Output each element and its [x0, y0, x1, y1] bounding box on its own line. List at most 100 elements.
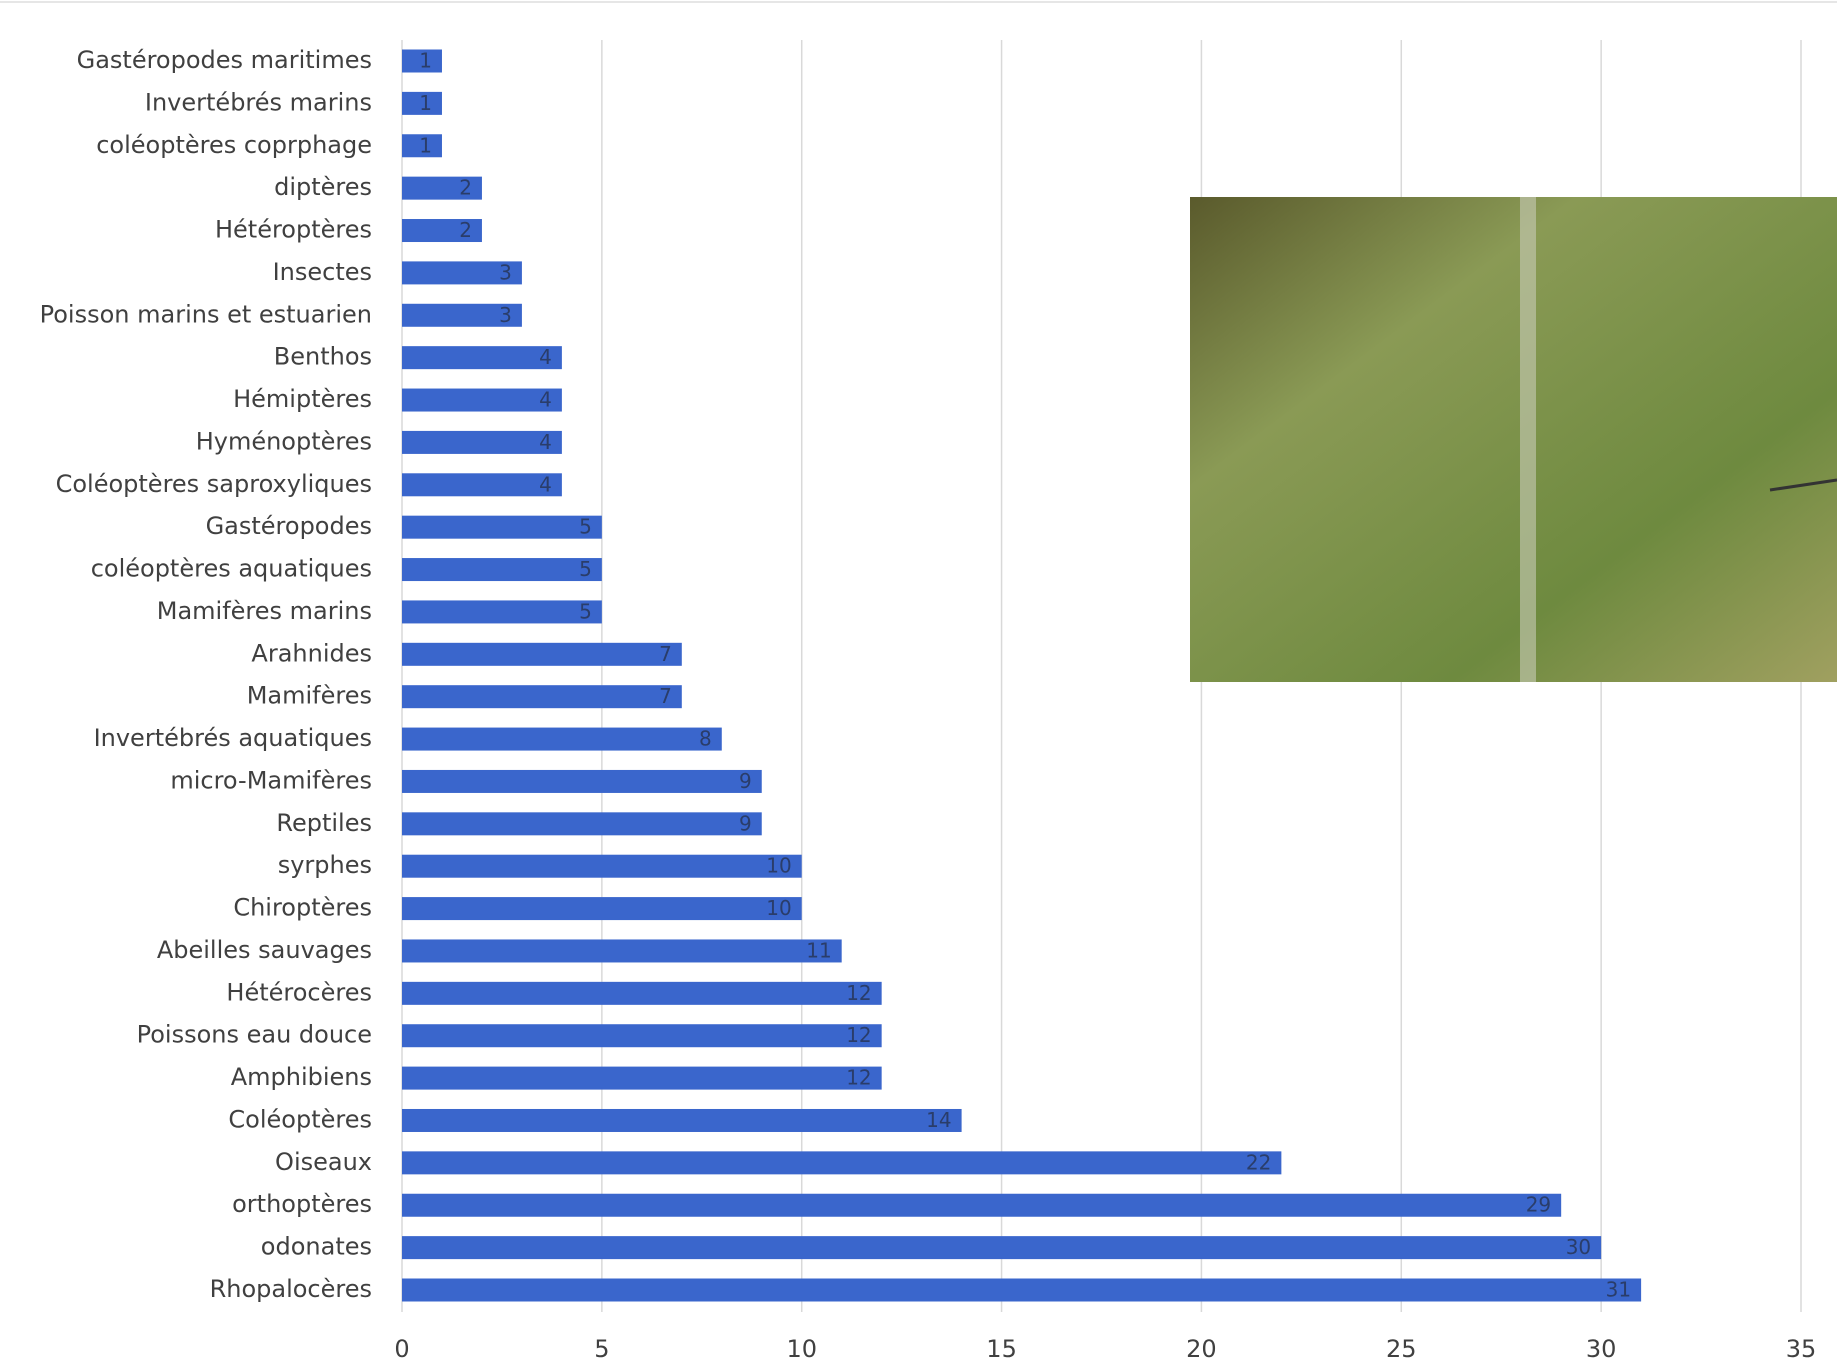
- y-tick-label: Gastéropodes maritimes: [77, 46, 372, 74]
- x-tick-label: 0: [394, 1335, 409, 1363]
- bar: [402, 1066, 882, 1090]
- bar: [402, 727, 722, 751]
- bar: [402, 346, 562, 370]
- y-tick-label: coléoptères aquatiques: [91, 555, 372, 583]
- bar: [402, 1024, 882, 1048]
- x-tick-label: 15: [986, 1335, 1017, 1363]
- value-label: 9: [739, 811, 752, 835]
- value-label: 12: [846, 1066, 871, 1090]
- y-tick-label: Invertébrés aquatiques: [94, 724, 372, 752]
- y-tick-label: Hyménoptères: [196, 427, 372, 455]
- value-label: 4: [539, 472, 552, 496]
- bar: [402, 939, 842, 963]
- y-tick-label: Mamifères marins: [157, 597, 372, 625]
- value-label: 30: [1566, 1235, 1591, 1259]
- bar: [402, 261, 522, 285]
- bar: [402, 388, 562, 412]
- x-tick-label: 20: [1186, 1335, 1217, 1363]
- value-label: 29: [1526, 1193, 1551, 1217]
- value-label: 9: [739, 769, 752, 793]
- y-tick-label: micro-Mamifères: [170, 766, 372, 794]
- y-tick-label: coléoptères coprphage: [96, 131, 372, 159]
- bar: [402, 1108, 962, 1132]
- y-tick-label: orthoptères: [232, 1190, 372, 1218]
- value-label: 1: [419, 133, 432, 157]
- value-label: 22: [1246, 1150, 1271, 1174]
- value-label: 3: [499, 260, 512, 284]
- bar: [402, 91, 442, 115]
- bar: [402, 1193, 1562, 1217]
- y-tick-label: diptères: [274, 173, 372, 201]
- value-label: 10: [766, 896, 791, 920]
- bar: [402, 1151, 1282, 1175]
- x-tick-label: 35: [1786, 1335, 1817, 1363]
- bar: [402, 176, 482, 200]
- bar: [402, 854, 802, 878]
- y-tick-label: Rhopalocères: [210, 1275, 372, 1303]
- bar: [402, 134, 442, 158]
- y-tick-label: Mamifères: [247, 682, 372, 710]
- bar: [402, 1278, 1642, 1302]
- y-tick-label: Insectes: [273, 258, 372, 286]
- y-tick-label: Amphibiens: [231, 1063, 372, 1091]
- value-label: 5: [579, 599, 592, 623]
- y-tick-label: Benthos: [274, 343, 372, 371]
- y-tick-label: Gastéropodes: [206, 512, 372, 540]
- value-label: 5: [579, 515, 592, 539]
- photo-stem: [1520, 197, 1536, 682]
- bar: [402, 1236, 1602, 1260]
- value-label: 14: [926, 1108, 951, 1132]
- value-label: 3: [499, 303, 512, 327]
- value-label: 2: [459, 176, 472, 200]
- y-tick-label: Chiroptères: [233, 894, 372, 922]
- x-tick-label: 25: [1386, 1335, 1417, 1363]
- y-tick-label: Coléoptères: [228, 1105, 372, 1133]
- y-tick-label: Abeilles sauvages: [157, 936, 372, 964]
- value-label: 11: [806, 938, 831, 962]
- value-label: 7: [659, 642, 672, 666]
- x-tick-label: 5: [594, 1335, 609, 1363]
- y-tick-label: Invertébrés marins: [145, 88, 372, 116]
- bar: [402, 515, 602, 539]
- photo-background: [1190, 197, 1837, 682]
- value-label: 4: [539, 388, 552, 412]
- y-tick-label: syrphes: [278, 851, 372, 879]
- value-label: 12: [846, 981, 871, 1005]
- bar: [402, 558, 602, 582]
- value-label: 10: [766, 854, 791, 878]
- x-tick-label: 30: [1586, 1335, 1617, 1363]
- value-label: 2: [459, 218, 472, 242]
- bar: [402, 49, 442, 73]
- bar: [402, 685, 682, 709]
- y-tick-label: Hétérocères: [226, 978, 372, 1006]
- value-label: 7: [659, 684, 672, 708]
- value-label: 4: [539, 430, 552, 454]
- y-tick-label: odonates: [261, 1233, 372, 1261]
- y-tick-label: Arahnides: [251, 639, 372, 667]
- y-tick-label: Reptiles: [276, 809, 372, 837]
- bar: [402, 769, 762, 793]
- bar: [402, 473, 562, 497]
- value-label: 1: [419, 91, 432, 115]
- y-tick-label: Oiseaux: [275, 1148, 372, 1176]
- y-tick-label: Hétéroptères: [215, 216, 372, 244]
- y-tick-label: Coléoptères saproxyliques: [56, 470, 372, 498]
- bar: [402, 897, 802, 921]
- photo-insect: [1769, 478, 1837, 492]
- y-tick-label: Hémiptères: [233, 385, 372, 413]
- y-tick-label: Poissons eau douce: [137, 1021, 372, 1049]
- bar: [402, 303, 522, 327]
- value-label: 4: [539, 345, 552, 369]
- photo: [1190, 197, 1837, 682]
- value-label: 12: [846, 1023, 871, 1047]
- bar: [402, 219, 482, 243]
- y-tick-label: Poisson marins et estuarien: [40, 300, 372, 328]
- bar: [402, 430, 562, 454]
- value-label: 8: [699, 727, 712, 751]
- value-label: 5: [579, 557, 592, 581]
- x-tick-label: 10: [786, 1335, 817, 1363]
- value-label: 1: [419, 49, 432, 73]
- bar: [402, 600, 602, 624]
